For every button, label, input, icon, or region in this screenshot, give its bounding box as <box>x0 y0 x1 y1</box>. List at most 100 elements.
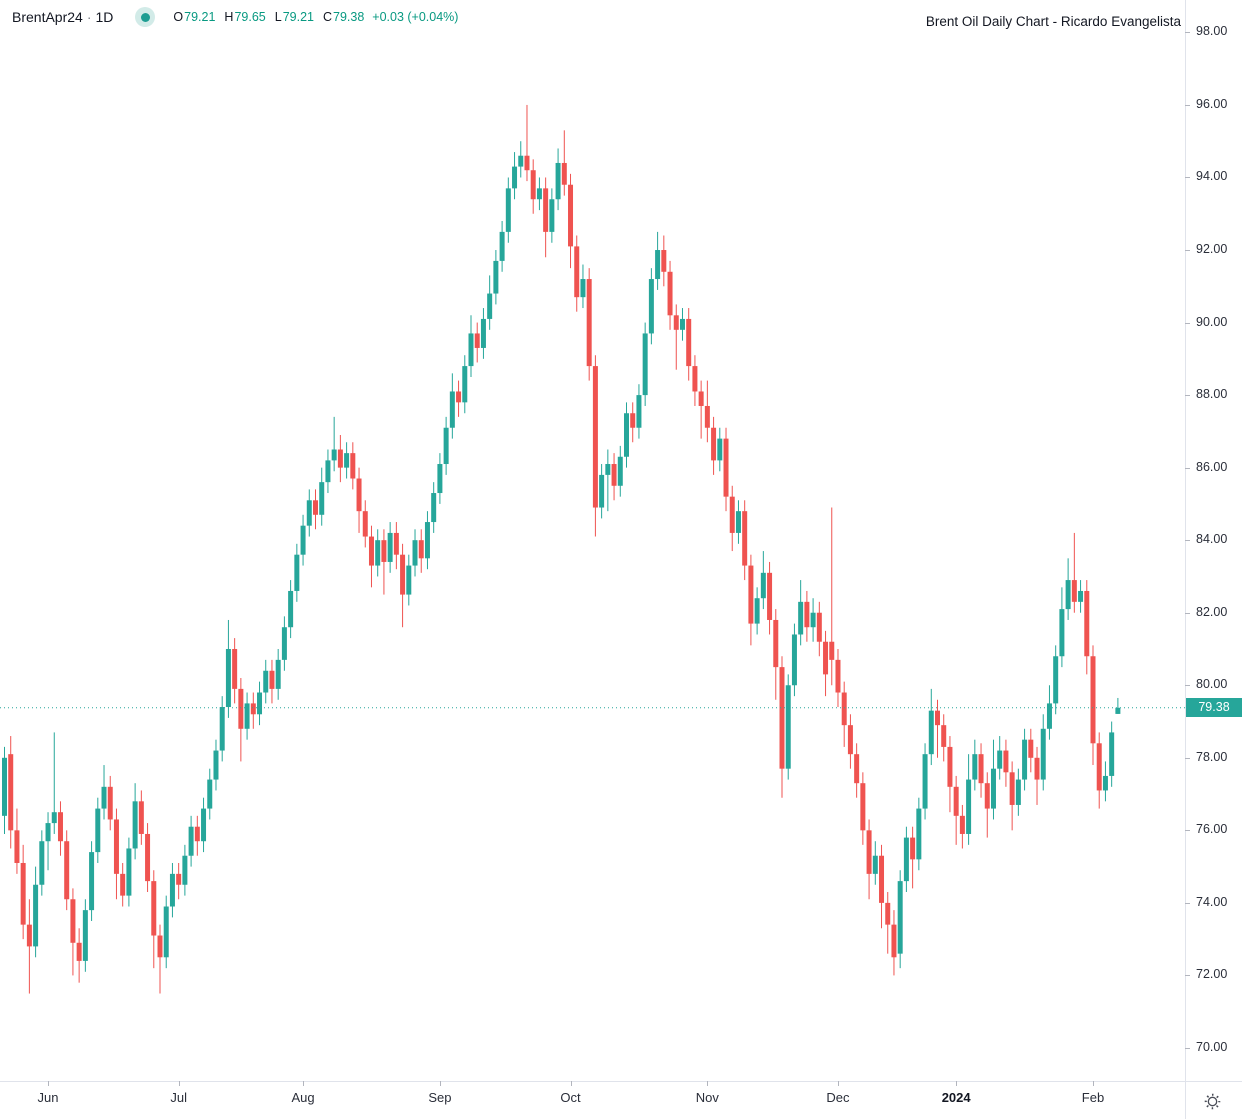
settings-gear-icon[interactable] <box>1201 1090 1223 1112</box>
high-label: H <box>224 10 234 24</box>
open-label: O <box>173 10 184 24</box>
candle-body <box>362 511 368 537</box>
candle-body <box>760 572 766 599</box>
time-axis-label: Feb <box>1081 1090 1105 1105</box>
candle-body <box>729 496 735 533</box>
price-axis-tick <box>1185 1047 1190 1049</box>
series-status-dot-icon[interactable] <box>135 7 156 27</box>
price-axis-tick <box>1185 757 1190 759</box>
candle-body <box>922 754 928 809</box>
candle-body <box>1109 732 1115 776</box>
candle-body <box>928 710 934 755</box>
price-axis-tick <box>1185 395 1190 397</box>
candle-body <box>524 155 530 171</box>
candle-body <box>462 366 468 403</box>
candle-body <box>1046 703 1052 729</box>
candle-body <box>711 427 717 461</box>
candle-body <box>275 659 281 689</box>
candle-body <box>866 830 872 874</box>
candle-body <box>1084 590 1090 657</box>
time-axis-label: Nov <box>695 1090 719 1105</box>
time-axis-label: 2024 <box>941 1090 971 1105</box>
candle-body <box>972 754 978 780</box>
candle-body <box>487 293 493 319</box>
candle-body <box>686 318 692 367</box>
candle-body <box>219 707 225 751</box>
candle-body <box>480 318 486 348</box>
chart-legend: BrentApr24 · 1D O 79.21 H 79.65 L 79.21 C 79.3… <box>12 7 458 27</box>
candle-body <box>1003 750 1009 773</box>
candle-body <box>95 808 101 853</box>
candle-body <box>14 830 20 863</box>
candle-body <box>145 833 151 882</box>
price-axis-label: 76.00 <box>1196 822 1228 837</box>
symbol-title[interactable]: BrentApr24 · 1D <box>12 9 113 25</box>
candlestick-chart[interactable] <box>0 0 1185 1081</box>
candle-body <box>599 474 605 508</box>
candle-body <box>717 438 723 461</box>
candle-body <box>505 188 511 232</box>
candle-body <box>250 703 256 715</box>
price-axis-label: 88.00 <box>1196 387 1228 402</box>
candle-body <box>966 779 972 834</box>
ohlc-readout: O 79.21 H 79.65 L 79.21 C 79.38 +0.03 (+0.04… <box>173 10 458 24</box>
time-axis-separator <box>0 1081 1242 1082</box>
candle-body <box>132 801 138 849</box>
candle-body <box>368 536 374 566</box>
candle-body <box>860 783 866 831</box>
candle-body <box>269 670 275 689</box>
candle-body <box>169 873 175 907</box>
candle-body <box>51 812 57 824</box>
candle-body <box>648 279 654 334</box>
time-axis-tick <box>439 1081 441 1086</box>
price-axis-tick <box>1185 902 1190 904</box>
candle-body <box>530 170 536 200</box>
candle-body <box>499 231 505 261</box>
candle-body <box>313 500 318 515</box>
candle-body <box>630 413 636 428</box>
candle-body <box>536 188 542 200</box>
price-axis-label: 80.00 <box>1196 677 1228 692</box>
price-axis-tick <box>1185 540 1190 542</box>
candle-body <box>26 924 32 947</box>
candle-body <box>1022 739 1028 780</box>
price-axis[interactable]: 98.00 96.00 94.00 92.00 90.00 88.00 86.00 84.00… <box>1185 0 1242 1081</box>
time-axis-tick <box>956 1081 958 1086</box>
candle-body <box>163 906 169 958</box>
candle-body <box>194 826 200 842</box>
candle-body <box>45 823 51 842</box>
candle-body <box>1028 739 1034 758</box>
candle-body <box>443 427 449 465</box>
time-axis-label: Jul <box>170 1090 187 1105</box>
time-axis-tick <box>178 1081 180 1086</box>
open-value: 79.21 <box>184 10 216 24</box>
candle-body <box>847 725 853 755</box>
last-price-badge: 79.38 <box>1186 698 1242 718</box>
candle-body <box>300 525 306 555</box>
candle-body <box>474 333 480 348</box>
candle-body <box>76 942 82 961</box>
time-axis[interactable]: Jun Jul Aug Sep Oct Nov Dec 2024 Feb <box>0 1081 1185 1119</box>
candle-body <box>742 511 748 566</box>
candle-body <box>661 250 667 272</box>
close-label: C <box>322 10 332 24</box>
price-axis-separator <box>1185 0 1186 1119</box>
candle-body <box>804 601 810 628</box>
candle-body <box>779 667 785 769</box>
candle-body <box>897 881 903 954</box>
candle-body <box>935 710 940 726</box>
price-axis-label: 90.00 <box>1196 314 1228 329</box>
candle-body <box>437 464 443 494</box>
candle-body <box>978 754 984 784</box>
candle-body <box>57 812 63 842</box>
candle-body <box>406 565 412 595</box>
price-axis-label: 82.00 <box>1196 604 1228 619</box>
price-axis-label: 96.00 <box>1196 96 1228 111</box>
candle-body <box>375 540 381 566</box>
candle-body <box>997 750 1003 769</box>
candle-body <box>449 391 455 428</box>
candle-body <box>823 641 829 675</box>
candle-body <box>138 801 144 834</box>
candle-body <box>586 279 592 367</box>
candle-body <box>281 627 287 660</box>
